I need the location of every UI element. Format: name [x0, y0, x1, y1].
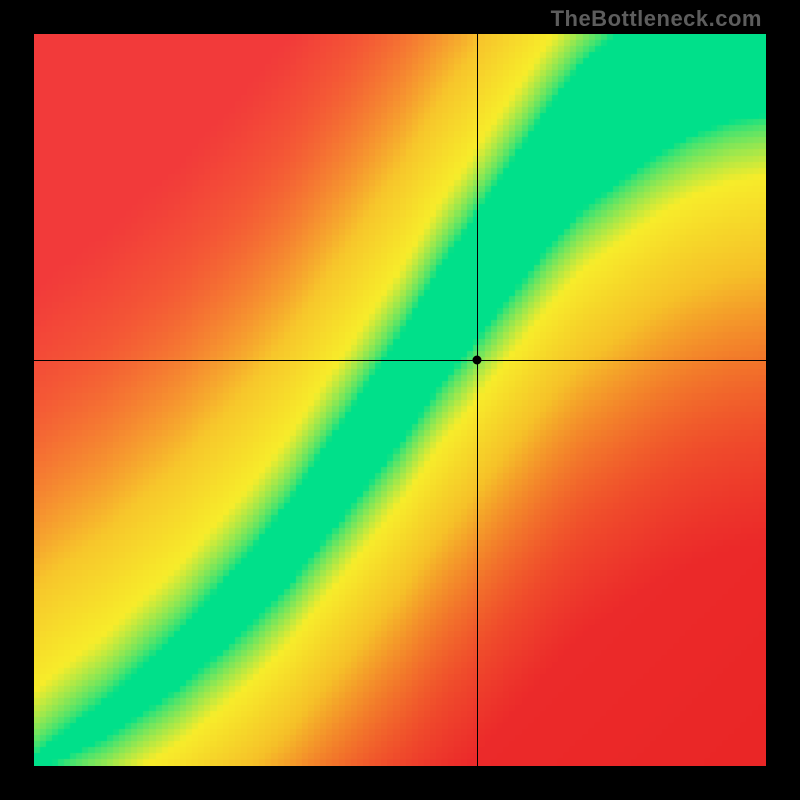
heatmap-plot — [34, 34, 766, 766]
crosshair-horizontal — [34, 360, 766, 361]
crosshair-vertical — [477, 34, 478, 766]
crosshair-marker — [472, 355, 481, 364]
watermark-text: TheBottleneck.com — [551, 6, 762, 32]
heatmap-canvas — [34, 34, 766, 766]
